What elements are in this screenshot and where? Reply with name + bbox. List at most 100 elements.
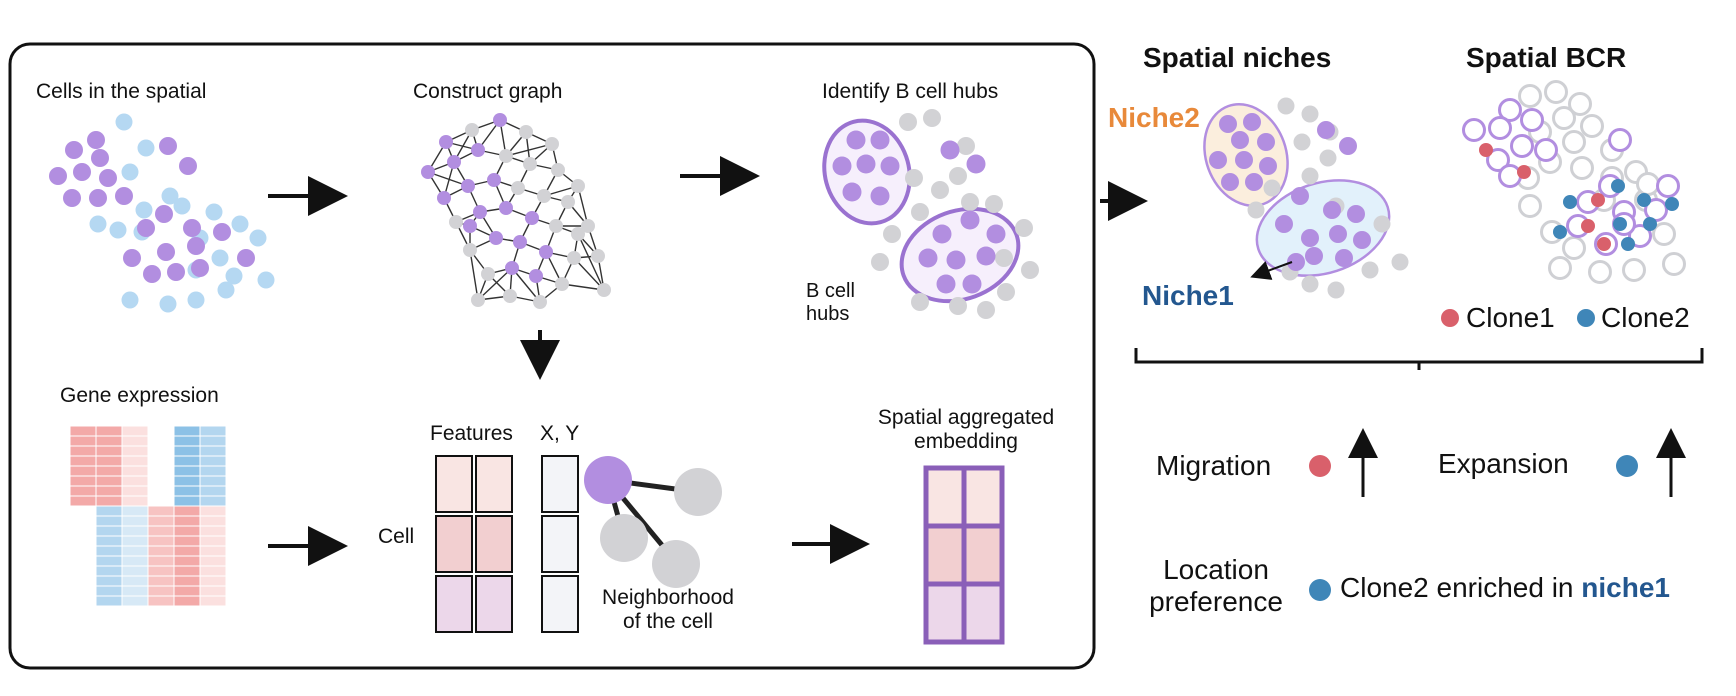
clone2-legend-label: Clone2 bbox=[1601, 302, 1690, 333]
gray-cell bbox=[905, 169, 923, 187]
purple-node bbox=[437, 191, 451, 205]
purple-cell bbox=[1305, 247, 1323, 265]
purple-node bbox=[525, 211, 539, 225]
purple-cell bbox=[976, 246, 996, 266]
heatmap-cell bbox=[69, 455, 97, 467]
gray-node bbox=[597, 283, 611, 297]
purple-cell bbox=[1235, 151, 1253, 169]
gray-node bbox=[581, 219, 595, 233]
spatial-cells-cluster bbox=[49, 113, 275, 313]
purple-cell bbox=[1317, 121, 1335, 139]
purple-cell bbox=[946, 250, 966, 270]
embedding-cell bbox=[923, 465, 967, 529]
purple-cell bbox=[1287, 253, 1305, 271]
heatmap-cell bbox=[95, 575, 123, 587]
purple-node bbox=[513, 235, 527, 249]
light-blue-cell bbox=[249, 229, 267, 247]
heatmap-cell bbox=[69, 505, 97, 517]
purple-cell bbox=[167, 263, 185, 281]
gray-cell bbox=[949, 167, 967, 185]
location-dot bbox=[1309, 579, 1331, 601]
light-blue-cell bbox=[211, 249, 229, 267]
gray-cell bbox=[931, 181, 949, 199]
heatmap-cell bbox=[199, 475, 227, 487]
heatmap-cell bbox=[147, 485, 175, 497]
heatmap-cell bbox=[121, 505, 149, 517]
feature-cell bbox=[435, 575, 473, 633]
b-cell-hubs-label: B cell hubs bbox=[806, 280, 855, 325]
purple-cell bbox=[856, 154, 876, 174]
gray-node bbox=[499, 149, 513, 163]
gray-cell bbox=[911, 293, 929, 311]
heatmap-cell bbox=[95, 525, 123, 537]
light-blue-cell bbox=[89, 215, 107, 233]
clone2-cell bbox=[1563, 195, 1577, 209]
purple-cell bbox=[143, 265, 161, 283]
identify-hubs-label: Identify B cell hubs bbox=[822, 80, 999, 103]
purple-cell bbox=[49, 167, 67, 185]
gray-cell bbox=[995, 249, 1013, 267]
aggregated-embedding-grid bbox=[923, 465, 1005, 645]
gray-ring-cell bbox=[1652, 222, 1676, 246]
heatmap-cell bbox=[199, 595, 227, 607]
gray-cell bbox=[997, 283, 1015, 301]
heatmap-cell bbox=[95, 475, 123, 487]
heatmap-cell bbox=[95, 585, 123, 597]
heatmap-cell bbox=[199, 515, 227, 527]
heatmap-cell bbox=[121, 555, 149, 567]
cell-graph bbox=[421, 113, 611, 309]
clone1-cell bbox=[1597, 237, 1611, 251]
heatmap-cell bbox=[147, 525, 175, 537]
niche1-pointer-arrow bbox=[1250, 261, 1293, 280]
heatmap-cell bbox=[95, 595, 123, 607]
heatmap-cell bbox=[69, 555, 97, 567]
purple-cell bbox=[932, 224, 952, 244]
light-blue-cell bbox=[115, 113, 133, 131]
purple-cell bbox=[1335, 249, 1353, 267]
purple-node bbox=[421, 165, 435, 179]
heatmap-cell bbox=[173, 435, 201, 447]
coordinate-cell bbox=[541, 575, 579, 633]
embedding-cell bbox=[923, 523, 967, 587]
feature-matrix bbox=[435, 455, 579, 633]
heatmap-cell bbox=[95, 455, 123, 467]
purple-ring-cell bbox=[1628, 224, 1652, 248]
heatmap-cell bbox=[69, 565, 97, 577]
heatmap-cell bbox=[69, 545, 97, 557]
purple-cell bbox=[918, 248, 938, 268]
purple-ring-cell bbox=[1510, 134, 1534, 158]
gray-node bbox=[571, 227, 585, 241]
purple-node bbox=[489, 231, 503, 245]
purple-ring-cell bbox=[1534, 138, 1558, 162]
gray-cell bbox=[1021, 261, 1039, 279]
heatmap-cell bbox=[121, 515, 149, 527]
gray-cell bbox=[1327, 281, 1345, 299]
purple-cell bbox=[1291, 187, 1309, 205]
gray-node bbox=[537, 189, 551, 203]
graph-edge bbox=[505, 143, 553, 157]
gray-ring-cell bbox=[1622, 258, 1646, 282]
heatmap-cell bbox=[173, 475, 201, 487]
clone2-enriched-text: Clone2 enriched in niche1 bbox=[1340, 572, 1670, 604]
heatmap-cell bbox=[121, 565, 149, 577]
neighborhood-graph bbox=[584, 456, 722, 588]
clone2-cell bbox=[1621, 237, 1635, 251]
gray-cell bbox=[977, 301, 995, 319]
spatial-bcr-cluster bbox=[1462, 80, 1686, 284]
gray-node bbox=[571, 179, 585, 193]
heatmap-cell bbox=[147, 535, 175, 547]
gray-node bbox=[591, 249, 605, 263]
heatmap-cell bbox=[121, 585, 149, 597]
clone2-cell bbox=[1643, 217, 1657, 231]
purple-cell bbox=[99, 169, 117, 187]
purple-cell bbox=[940, 140, 960, 160]
results-bracket bbox=[1134, 348, 1704, 370]
purple-cell bbox=[960, 210, 980, 230]
purple-node bbox=[463, 219, 477, 233]
heatmap-cell bbox=[173, 535, 201, 547]
heatmap-cell bbox=[121, 425, 149, 437]
heatmap-cell bbox=[199, 565, 227, 577]
heatmap-cell bbox=[95, 495, 123, 507]
heatmap-cell bbox=[121, 575, 149, 587]
feature-cell bbox=[475, 515, 513, 573]
